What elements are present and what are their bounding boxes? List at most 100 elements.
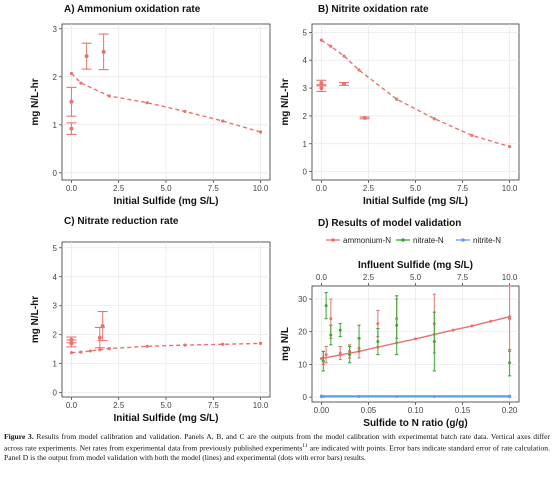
panel-d-model-point: [470, 324, 474, 328]
panel-b-model-point: [507, 144, 512, 149]
panel-c-xtick-label: 10.0: [253, 401, 269, 410]
panel-a-model-point: [69, 71, 74, 76]
panel-c-xlabel: Initial Sulfide (mg S/L): [114, 413, 219, 424]
panel-b-ytick-label: 1: [303, 140, 308, 149]
panel-d-x2tick-label: 2.5: [363, 273, 375, 282]
panel-b-model-line: [321, 39, 510, 148]
panel-c-ylabel: mg N/L-hr: [30, 296, 41, 343]
panel-d-ytick-label: 0: [303, 393, 308, 402]
panel-d-data-point: [508, 317, 512, 321]
legend-label-ammonium-N: ammonium-N: [343, 236, 391, 245]
panel-d-x2tick-label: 5.0: [410, 273, 422, 282]
panel-a-grid: [62, 24, 270, 180]
panel-d-data-point: [508, 394, 512, 398]
panel-c-model-point: [145, 344, 149, 348]
panel-d-model-point: [489, 319, 493, 323]
caption-text-2: are indicated with points. Error bars in…: [4, 443, 550, 462]
panel-a-model-point: [79, 81, 83, 85]
panel-d-data-point: [376, 340, 380, 344]
panel-c-model-point: [183, 343, 187, 347]
panel-a-xtick-label: 7.5: [208, 184, 220, 193]
panel-a-data-point: [101, 49, 106, 54]
panel-b-model-point: [470, 133, 474, 138]
panel-a-ytick-label: 0: [53, 169, 58, 178]
panel-b-ytick-label: 3: [303, 84, 308, 93]
panel-a-xtick-label: 5.0: [160, 184, 172, 193]
panel-d-data-point: [321, 359, 325, 363]
panel-a-model-point: [183, 109, 187, 113]
panel-d-xtick-label: 0.00: [314, 406, 330, 415]
panel-d-x2tick-label: 10.0: [502, 273, 518, 282]
panel-d-data-point: [324, 353, 328, 357]
panel-a-data-point: [69, 126, 74, 131]
caption-ref: 11: [302, 442, 308, 449]
panel-d-ytick-label: 10: [298, 360, 307, 369]
panel-c-model-point: [98, 348, 102, 352]
panel-d-data-point: [329, 333, 333, 337]
panel-b-data-point: [341, 81, 346, 86]
panel-c-model-point: [69, 351, 74, 355]
caption-text: Results from model calibration and valid…: [4, 432, 551, 453]
panel-b-xtick-label: 7.5: [457, 184, 469, 193]
panel-b-xtick-label: 10.0: [502, 184, 518, 193]
panel-b-series-s0: [319, 38, 512, 149]
panel-c-model-point: [107, 347, 111, 351]
panel-c-data-point: [97, 335, 102, 340]
panel-b-model-point: [329, 44, 333, 48]
panel-a-model-point: [145, 101, 149, 105]
panel-c-ytick-label: 5: [53, 244, 58, 253]
panel-a-xtick-label: 10.0: [253, 184, 269, 193]
panel-a-series-s0: [69, 71, 263, 134]
panel-b-xtick-label: 2.5: [363, 184, 375, 193]
panel-d-xlabel: Sulfide to N ratio (g/g): [363, 418, 467, 429]
panel-b: B) Nitrite oxidation rate 0.0 2.5 5.0 7.5 10.…: [280, 4, 520, 207]
panel-d-data-point: [432, 340, 436, 344]
panel-b-ytick-label: 0: [303, 168, 308, 177]
panel-d-title: D) Results of model validation: [318, 218, 461, 229]
panel-d-data-point: [338, 328, 342, 332]
panel-b-model-point: [432, 117, 436, 121]
panel-a-title: A) Ammonium oxidation rate: [64, 4, 201, 15]
panel-b-xtick-label: 0.0: [316, 184, 328, 193]
panel-d-data-point: [376, 322, 380, 326]
panel-c-ytick-label: 3: [53, 302, 58, 311]
legend-marker-nitrate-N: [401, 238, 405, 242]
panel-d-data-point: [321, 394, 325, 398]
legend-label-nitrate-N: nitrate-N: [413, 236, 444, 245]
panel-a-ylabel: mg N/L-hr: [30, 78, 41, 125]
panel-d-data-point: [395, 394, 399, 398]
panel-b-xlabel: Initial Sulfide (mg S/L): [363, 196, 468, 207]
panel-c-xtick-label: 7.5: [208, 401, 220, 410]
panel-d-x2tick-label: 7.5: [457, 273, 469, 282]
panel-d-xtick-label: 0.10: [408, 406, 424, 415]
panel-b-ylabel: mg N/L-hr: [280, 78, 291, 125]
panel-d-ylabel: mg N/L: [280, 327, 291, 361]
panel-c-data-point: [69, 337, 74, 342]
panel-a-model-point: [107, 94, 111, 98]
panel-a-ytick-label: 2: [53, 73, 58, 82]
caption-label: Figure 3.: [4, 432, 34, 441]
panel-a-model-point: [258, 130, 263, 134]
panel-c-model-point: [88, 349, 92, 353]
legend-marker-nitrite-N: [461, 238, 465, 242]
panel-d-series-nitrite-N: [319, 394, 512, 399]
panel-c-ytick-label: 4: [53, 273, 58, 282]
panel-a-data-point: [84, 54, 89, 59]
panel-b-model-point: [319, 38, 324, 42]
panel-d-data-point: [357, 336, 361, 340]
panel-b-grid: [312, 24, 519, 180]
figure-caption: Figure 3. Results from model calibration…: [4, 432, 550, 462]
panel-c-xtick-label: 2.5: [113, 401, 125, 410]
panel-b-model-point: [342, 54, 346, 58]
panel-c-grid: [62, 242, 270, 397]
legend-label-nitrite-N: nitrite-N: [473, 236, 501, 245]
panel-c-data-point: [100, 324, 105, 329]
panel-d-ytick-label: 20: [298, 328, 307, 337]
panel-c-ytick-label: 2: [53, 331, 58, 340]
panel-a-xtick-label: 0.0: [66, 184, 78, 193]
panel-b-model-point: [357, 68, 361, 72]
panel-c-ytick-label: 0: [53, 389, 58, 398]
